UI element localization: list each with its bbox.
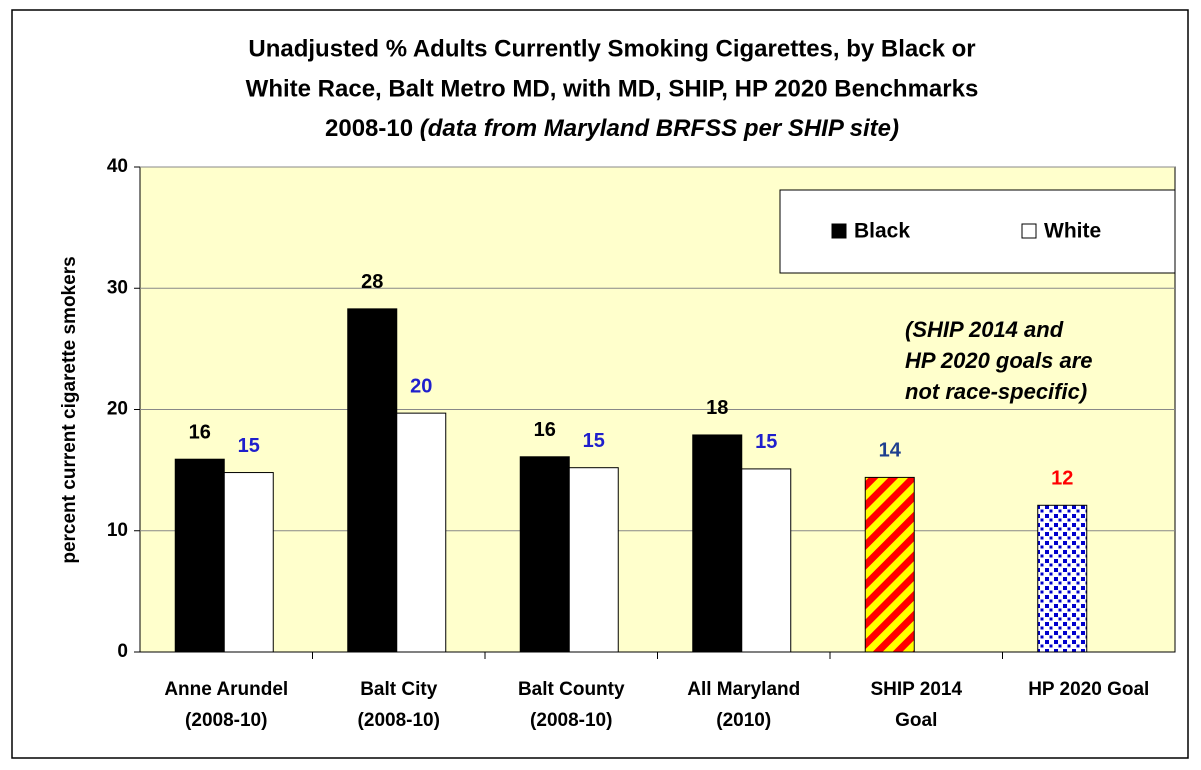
chart-title: 2008-10 [325,115,413,142]
y-tick-label: 30 [107,277,128,298]
annotation: HP 2020 goals are [905,348,1093,373]
annotation: (SHIP 2014 and [905,317,1064,342]
legend-label: White [1044,220,1101,243]
legend-label: Black [854,220,910,243]
bar [174,458,225,653]
bar [568,467,619,653]
x-tick-label: SHIP 2014 [870,679,962,700]
chart-title: (data from Maryland BRFSS per SHIP site) [420,115,899,142]
y-tick-label: 10 [107,520,128,541]
data-label: 15 [583,430,605,452]
legend-swatch [831,223,847,239]
data-label: 12 [1051,468,1073,490]
bar [519,456,570,653]
y-tick-label: 40 [107,156,128,177]
bar [741,468,792,653]
data-label: 20 [410,375,432,397]
bar [864,476,915,653]
data-label: 28 [361,271,383,293]
x-tick-label: Anne Arundel [164,679,288,700]
data-label: 16 [189,421,211,443]
annotation: not race-specific) [905,379,1087,404]
legend-swatch [1021,223,1037,239]
bar [347,308,398,653]
data-label: 15 [755,431,777,453]
x-tick-label: Goal [895,710,937,731]
data-label: 18 [706,397,728,419]
y-axis-label: percent current cigarette smokers [59,256,80,563]
x-tick-label: (2008-10) [358,710,440,731]
x-tick-label: Balt City [360,679,438,700]
data-label: 14 [879,440,902,462]
x-tick-label: Balt County [518,679,625,700]
x-tick-label: All Maryland [687,679,800,700]
y-tick-label: 0 [117,641,128,662]
bar [396,412,447,653]
x-tick-label: (2010) [716,710,771,731]
chart-title: 2008-10 (data from Maryland BRFSS per SH… [325,115,899,142]
chart-title: Unadjusted % Adults Currently Smoking Ci… [248,35,975,62]
bar [223,472,274,653]
data-label: 15 [238,435,260,457]
bar [692,434,743,653]
bar [1037,504,1088,653]
data-label: 16 [534,419,556,441]
chart-title: White Race, Balt Metro MD, with MD, SHIP… [246,75,979,102]
x-tick-label: (2008-10) [530,710,612,731]
y-tick-label: 20 [107,399,128,420]
x-tick-label: (2008-10) [185,710,267,731]
x-tick-label: HP 2020 Goal [1028,679,1149,700]
